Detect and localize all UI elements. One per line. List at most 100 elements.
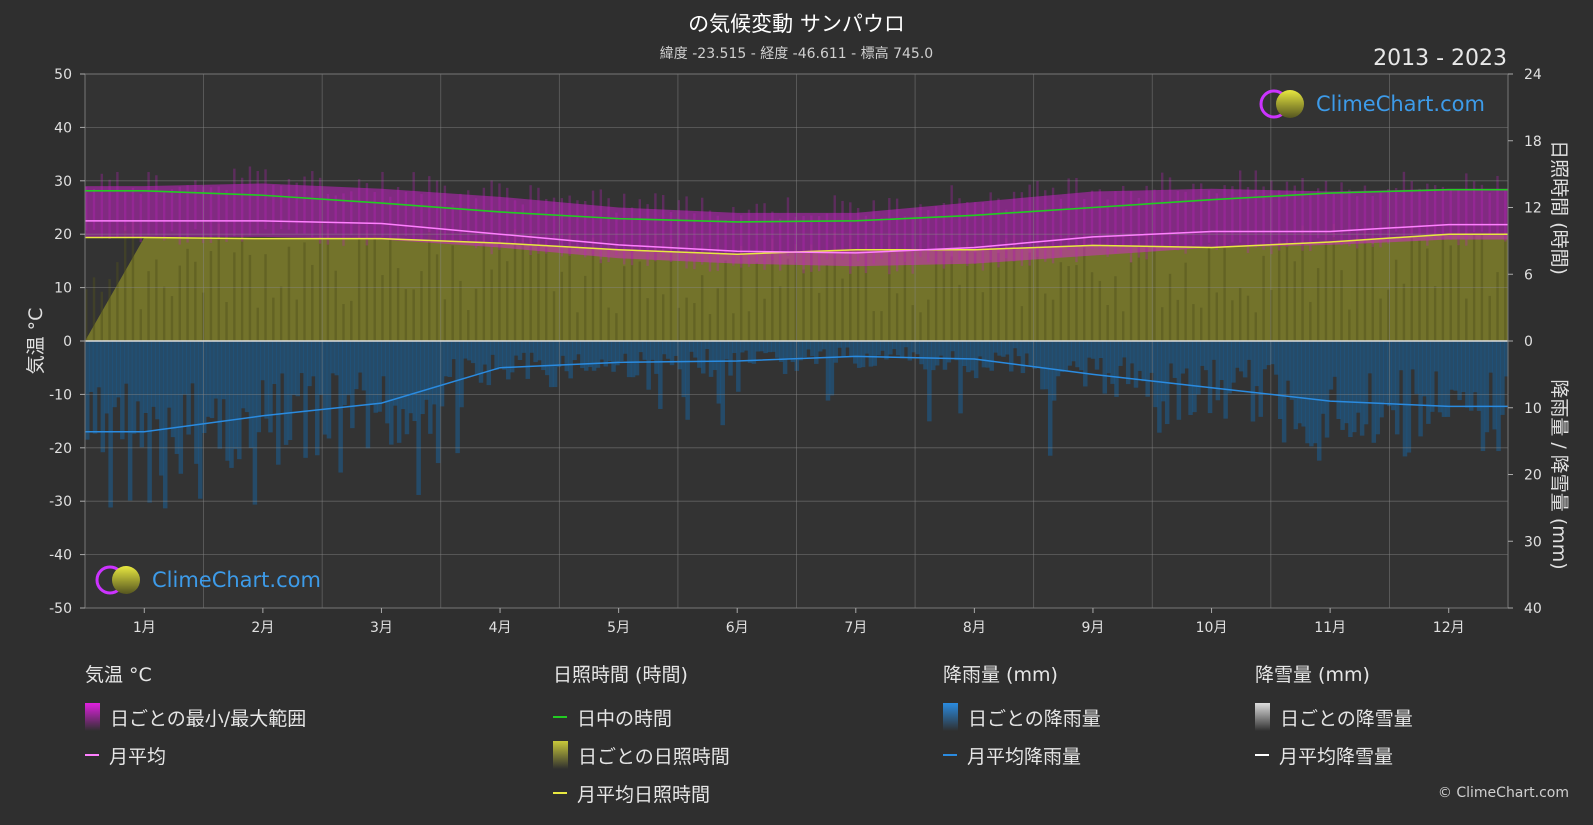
daily-sunshine-bar (576, 312, 579, 341)
daily-rain-bar (322, 341, 328, 435)
legend-item: 日ごとの日照時間 (553, 736, 730, 774)
y-tick-label: 10 (54, 281, 72, 297)
daily-temp-bar (334, 195, 337, 234)
daily-temp-bar (1418, 188, 1421, 238)
daily-rain-bar (1410, 341, 1416, 370)
daily-temp-bar (1184, 191, 1187, 254)
month-tick-label: 11月 (1314, 620, 1346, 636)
daily-sunshine-bar (942, 251, 946, 341)
daily-sunshine-bar (1106, 305, 1109, 341)
daily-rain-bar (1024, 341, 1030, 354)
daily-sunshine-bar (708, 314, 712, 341)
daily-sunshine-bar (1348, 309, 1351, 341)
daily-temp-bar (997, 198, 1000, 268)
daily-temp-bar (1465, 173, 1468, 246)
daily-rain-bar (568, 341, 573, 379)
daily-rain-bar (287, 341, 293, 441)
daily-rain-bar (123, 341, 129, 384)
daily-rain-bar (470, 341, 476, 364)
daily-rain-bar (1484, 341, 1490, 433)
legend-label: 日ごとの降雪量 (1280, 707, 1413, 730)
daily-sunshine-bar (1340, 270, 1343, 341)
legend-group: 降雨量 (mm) 日ごとの降雨量 月平均降雨量 (943, 660, 1101, 774)
daily-temp-bar (139, 193, 142, 243)
daily-temp-bar (435, 180, 439, 240)
daily-rain-bar (135, 341, 141, 402)
daily-rain-bar (279, 341, 285, 374)
y-tick-label: -10 (49, 387, 72, 403)
daily-sunshine-bar (755, 262, 758, 341)
daily-temp-bar (498, 183, 501, 250)
daily-rain-bar (817, 341, 823, 352)
daily-temp-bar (654, 193, 657, 262)
daily-sunshine-bar (194, 261, 197, 341)
legend-label: 月平均 (109, 745, 167, 768)
daily-sunshine-bar (342, 304, 345, 341)
daily-rain-bar (1032, 341, 1037, 369)
daily-temp-bar (1090, 190, 1094, 249)
daily-sunshine-bar (950, 256, 953, 341)
daily-sunshine-bar (1418, 240, 1421, 341)
daily-rain-bar (513, 341, 519, 356)
daily-rain-bar (899, 341, 905, 359)
daily-sunshine-bar (778, 286, 782, 341)
daily-temp-bar (1355, 196, 1359, 249)
daily-rain-bar (244, 341, 250, 413)
daily-temp-bar (1106, 199, 1109, 257)
daily-temp-bar (1168, 177, 1172, 249)
daily-sunshine-bar (1114, 276, 1117, 341)
daily-temp-bar (1137, 197, 1141, 258)
daily-sunshine-bar (966, 241, 969, 341)
daily-rain-bar (603, 341, 609, 367)
daily-temp-bar (233, 168, 236, 237)
daily-rain-bar (1375, 341, 1380, 435)
daily-rain-bar (431, 341, 437, 405)
daily-temp-bar (638, 199, 642, 253)
daily-rain-bar (1461, 341, 1466, 393)
daily-rain-bar (221, 341, 226, 400)
daily-sunshine-bar (287, 246, 291, 341)
daily-sunshine-bar (685, 297, 688, 341)
daily-sunshine-bar (482, 235, 486, 341)
rain-tick-label: 40 (1524, 601, 1542, 617)
daily-sunshine-bar (279, 286, 283, 341)
daily-rain-bar (303, 341, 308, 458)
daily-sunshine-bar (451, 245, 454, 341)
logo-top[interactable]: ClimeChart.com (1258, 88, 1485, 120)
daily-rain-bar (330, 341, 336, 374)
daily-rain-bar (529, 341, 534, 353)
daily-rain-bar (443, 341, 449, 377)
daily-temp-bar (693, 213, 696, 270)
daylight-line (85, 188, 1508, 223)
daily-rain-bar (229, 341, 234, 468)
daily-temp-bar (545, 198, 548, 254)
daily-rain-bar (151, 341, 156, 407)
daily-rain-bar (1359, 341, 1365, 436)
logo-bottom[interactable]: ClimeChart.com (94, 564, 321, 596)
daily-temp-bar (1051, 187, 1055, 264)
daily-rain-bar (435, 341, 441, 464)
daily-rain-bar (782, 341, 788, 374)
daily-temp-bar (428, 176, 431, 233)
daily-sunshine-bar (1410, 224, 1413, 341)
daily-sunshine-bar (201, 292, 205, 341)
daily-sunshine-bar (810, 244, 813, 341)
daily-rain-bar (194, 341, 199, 464)
sunshine-tick-label: 6 (1524, 267, 1533, 283)
daily-rain-bar (985, 341, 991, 368)
daily-rain-bar (463, 341, 468, 359)
daily-rain-bar (1285, 341, 1291, 381)
daily-rain-bar (1414, 341, 1419, 394)
legend-swatch (85, 703, 100, 731)
daily-temp-bar (716, 215, 719, 271)
daily-sunshine-bar (911, 305, 914, 341)
daily-temp-bar (318, 177, 322, 244)
daily-sunshine-bar (1168, 273, 1172, 341)
daily-rain-bar (977, 341, 983, 357)
daily-rain-bar (1106, 341, 1111, 374)
daily-sunshine-bar (1215, 292, 1219, 341)
daily-temp-bar (568, 195, 571, 256)
daily-sunshine-bar (1379, 298, 1382, 341)
daily-temp-bar (350, 191, 353, 236)
daily-rain-bar (693, 341, 698, 358)
